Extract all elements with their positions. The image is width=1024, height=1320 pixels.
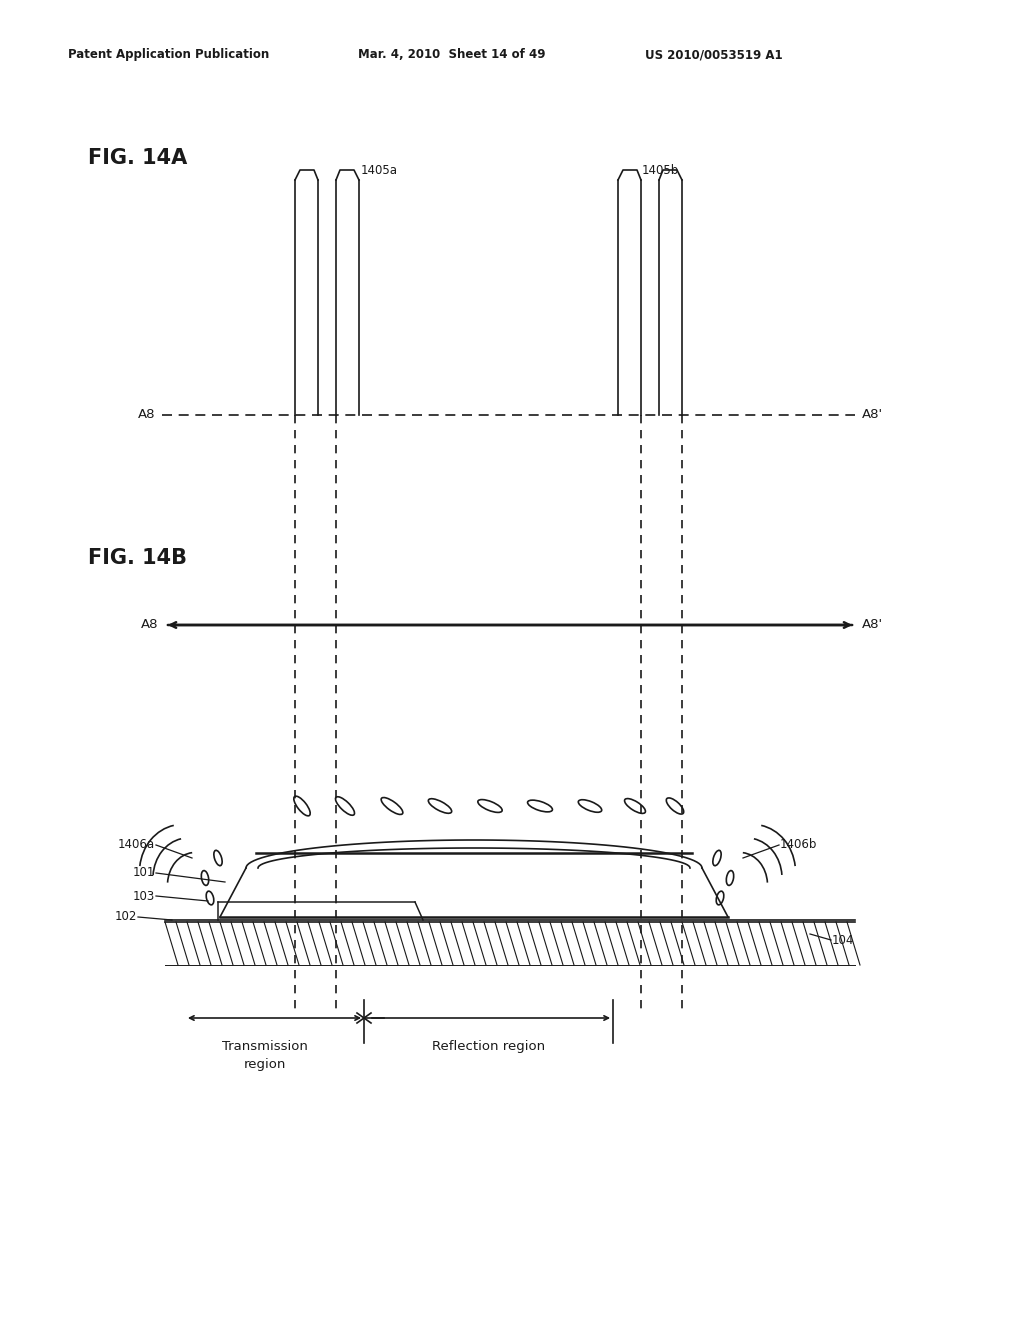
Text: A8: A8: [140, 619, 158, 631]
Text: A8': A8': [862, 619, 883, 631]
Text: Transmission
region: Transmission region: [221, 1040, 307, 1071]
Text: FIG. 14A: FIG. 14A: [88, 148, 187, 168]
Text: Patent Application Publication: Patent Application Publication: [68, 48, 269, 61]
Text: 1405b: 1405b: [642, 164, 679, 177]
Text: 1406b: 1406b: [780, 838, 817, 851]
Text: 102: 102: [115, 911, 137, 924]
Text: 104: 104: [831, 933, 854, 946]
Text: US 2010/0053519 A1: US 2010/0053519 A1: [645, 48, 782, 61]
Text: 1405a: 1405a: [361, 164, 398, 177]
Text: A8: A8: [137, 408, 155, 421]
Text: 103: 103: [133, 890, 155, 903]
Text: FIG. 14B: FIG. 14B: [88, 548, 187, 568]
Text: Reflection region: Reflection region: [432, 1040, 545, 1053]
Text: A8': A8': [862, 408, 883, 421]
Text: 1406a: 1406a: [118, 838, 155, 851]
Text: 101: 101: [133, 866, 155, 879]
Text: Mar. 4, 2010  Sheet 14 of 49: Mar. 4, 2010 Sheet 14 of 49: [358, 48, 546, 61]
